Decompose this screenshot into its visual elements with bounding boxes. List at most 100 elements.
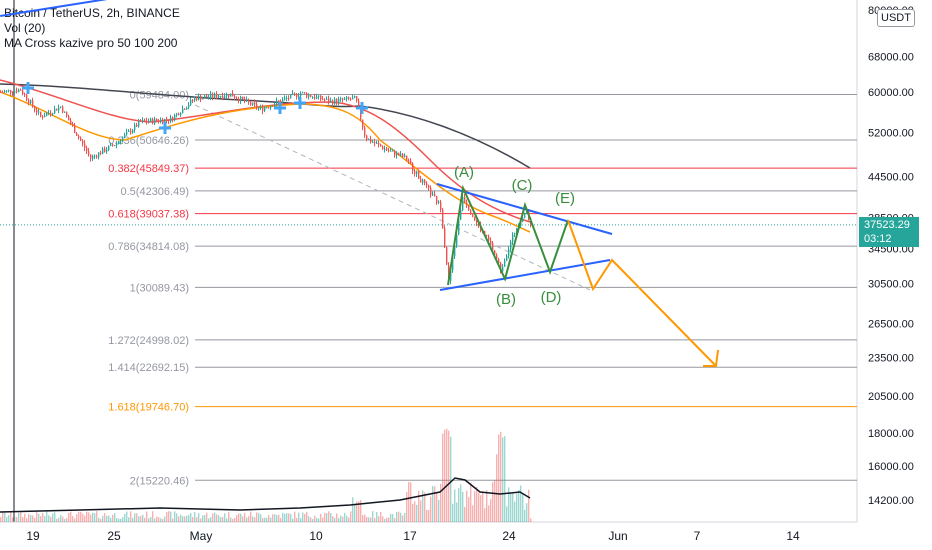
candle-body xyxy=(470,210,472,215)
volume-bar xyxy=(288,513,290,522)
volume-bar xyxy=(468,497,470,522)
candle-body xyxy=(488,236,490,241)
volume-bar xyxy=(110,517,112,522)
candle-body xyxy=(170,117,172,122)
candle-body xyxy=(6,90,8,92)
candle-body xyxy=(280,101,282,103)
candle-body xyxy=(430,188,432,196)
candle-body xyxy=(506,256,508,261)
volume-bar xyxy=(200,518,202,522)
candle-body xyxy=(288,98,290,100)
candle-body xyxy=(240,96,242,101)
volume-bar xyxy=(38,513,40,522)
volume-bar xyxy=(170,511,172,522)
volume-bar xyxy=(294,511,296,522)
candle-body xyxy=(22,90,24,94)
volume-bar xyxy=(232,518,234,522)
candle-body xyxy=(82,140,84,144)
volume-bar xyxy=(458,488,460,522)
candle-body xyxy=(394,150,396,156)
candle-body xyxy=(226,93,228,97)
volume-bar xyxy=(514,501,516,522)
fib-level-label: 1.618(19746.70) xyxy=(108,402,189,414)
volume-bar xyxy=(476,487,478,522)
volume-indicator-label[interactable]: Vol (20) xyxy=(4,21,46,35)
candle-body xyxy=(102,148,104,155)
candle-body xyxy=(140,120,142,122)
candle-body xyxy=(34,106,36,110)
pattern-drawings[interactable]: (A) (B) (C) (D) (E) xyxy=(436,164,719,367)
candle-body xyxy=(414,170,416,174)
candle-body xyxy=(214,93,216,98)
volume-bar xyxy=(456,502,458,522)
candle-body xyxy=(416,171,418,174)
volume-bar xyxy=(280,518,282,522)
candle-body xyxy=(452,255,454,271)
candle-body xyxy=(468,205,470,211)
price-tick-label: 68000.00 xyxy=(868,52,914,64)
volume-bar xyxy=(56,518,58,522)
volume-bar xyxy=(152,511,154,522)
candle-body xyxy=(504,260,506,267)
candle-body xyxy=(216,93,218,98)
candle-body xyxy=(524,212,526,218)
volume-bar xyxy=(164,516,166,522)
candle-body xyxy=(356,96,358,101)
candle-body xyxy=(154,118,156,124)
volume-bar xyxy=(508,487,510,522)
volume-bar xyxy=(114,513,116,522)
candle-body xyxy=(448,264,450,281)
volume-bar xyxy=(98,517,100,522)
currency-badge[interactable]: USDT xyxy=(877,9,915,27)
candle-body xyxy=(464,196,466,203)
volume-bar xyxy=(96,511,98,522)
symbol-title[interactable]: Bitcoin / TetherUS, 2h, BINANCE xyxy=(4,6,180,20)
volume-bar xyxy=(334,517,336,522)
volume-bar xyxy=(306,511,308,522)
volume-bar xyxy=(356,501,358,522)
volume-bar xyxy=(64,518,66,522)
candle-body xyxy=(108,145,110,150)
candle-body xyxy=(282,99,284,103)
candle-body xyxy=(106,149,108,152)
volume-bar xyxy=(454,489,456,522)
volume-bar xyxy=(10,511,12,522)
volume-bar xyxy=(190,513,192,522)
volume-bar xyxy=(6,517,8,522)
price-tick-label: 20500.00 xyxy=(868,391,914,403)
volume-bar xyxy=(252,516,254,522)
candle-body xyxy=(358,100,360,108)
volume-bar xyxy=(470,482,472,522)
candle-body xyxy=(42,116,44,118)
candle-body xyxy=(442,209,444,229)
time-axis[interactable]: 19 25 May 10 17 24 Jun 7 14 xyxy=(26,529,800,543)
volume-bar xyxy=(254,517,256,522)
fib-level-label: 0.786(34814.08) xyxy=(108,241,189,253)
volume-bar xyxy=(296,517,298,522)
volume-bar xyxy=(116,518,118,522)
volume-bar xyxy=(494,480,496,522)
price-axis[interactable]: 14200.00 16000.00 18000.00 20500.00 23500.00… xyxy=(868,5,914,507)
last-price-tag: 37523.29 03:12 xyxy=(859,217,919,247)
candle-body xyxy=(206,95,208,97)
candle-body xyxy=(294,93,296,95)
volume-bar xyxy=(352,497,354,522)
volume-bar xyxy=(518,490,520,522)
candle-body xyxy=(408,160,410,162)
ma-indicator-label[interactable]: MA Cross kazive pro 50 100 200 xyxy=(4,36,178,50)
candle-body xyxy=(424,179,426,184)
candle-body xyxy=(162,119,164,123)
fib-level-label: 1(30089.43) xyxy=(130,282,189,294)
ma-cross-marker xyxy=(22,82,34,94)
candle-body xyxy=(10,90,12,93)
fibonacci-retracement[interactable]: 0(59484.00) 0.236(50646.26) 0.382(45849.37… xyxy=(0,89,857,487)
volume-bar xyxy=(62,516,64,522)
volume-bar xyxy=(320,513,322,522)
volume-bar xyxy=(22,517,24,522)
candle-body xyxy=(148,121,150,123)
candle-body xyxy=(136,124,138,127)
volume-bar xyxy=(440,483,442,522)
volume-bar xyxy=(310,517,312,522)
volume-bar xyxy=(188,514,190,522)
